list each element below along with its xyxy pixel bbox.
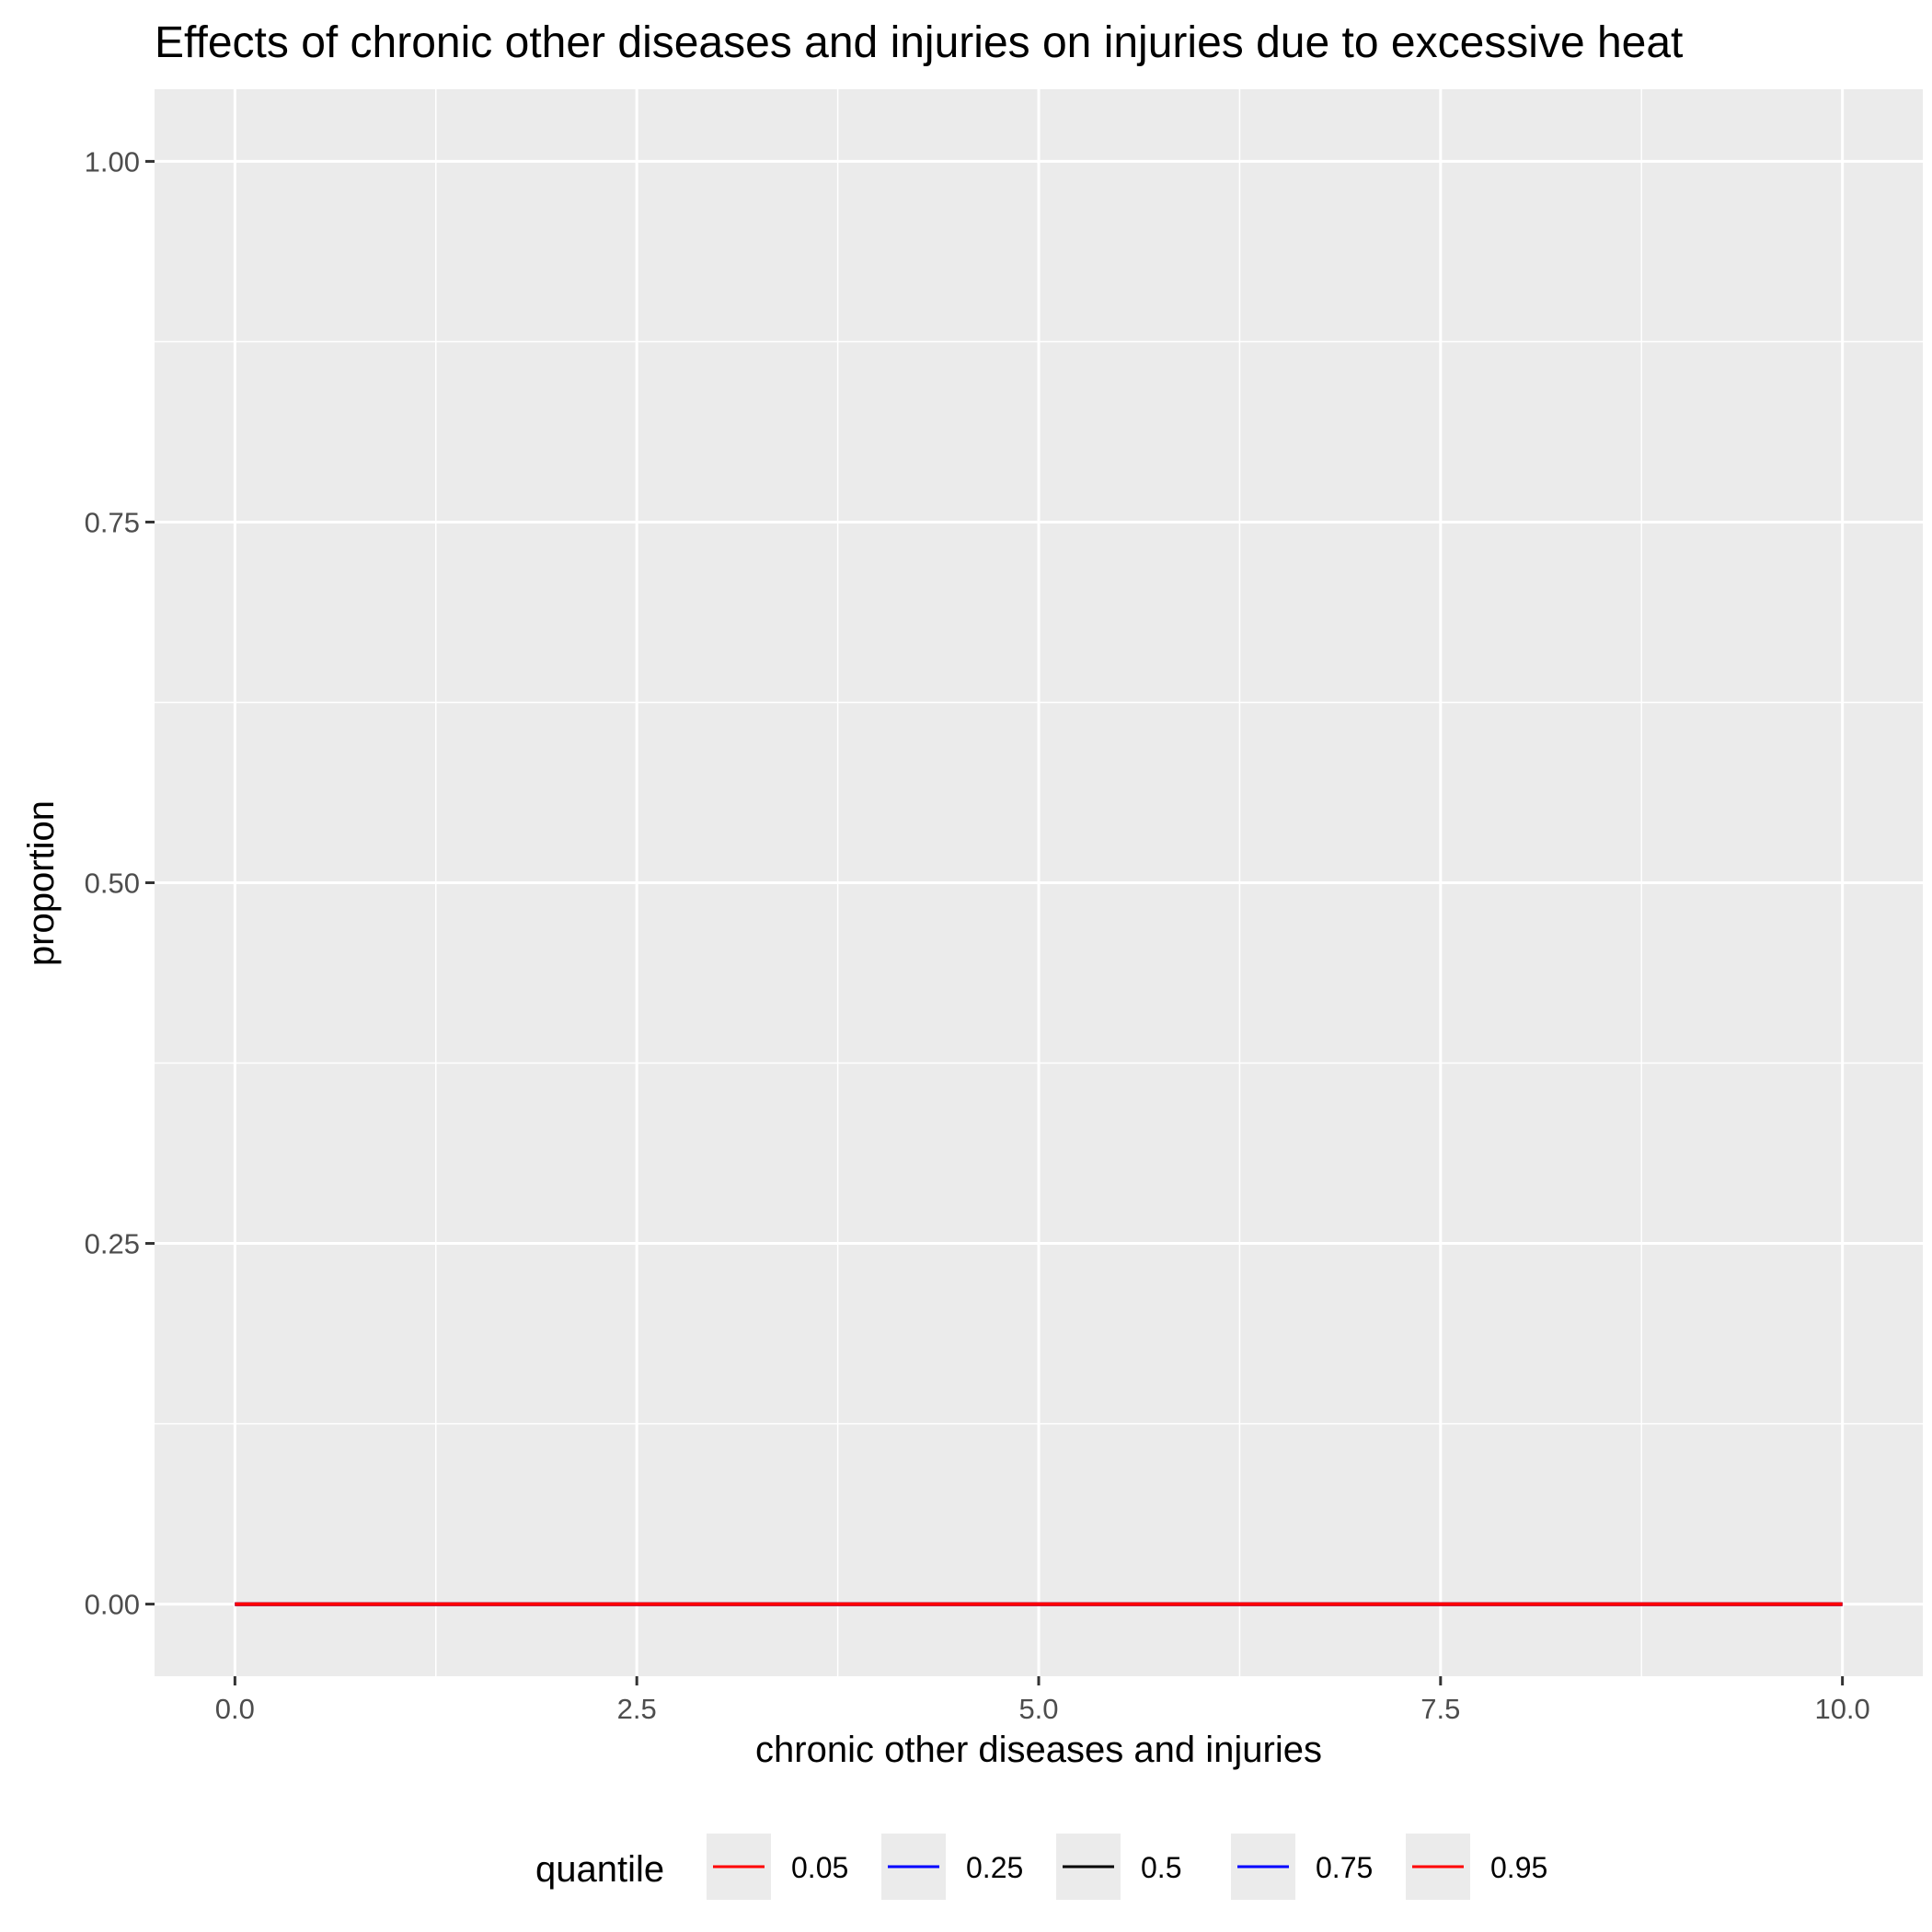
y-axis-title: proportion: [21, 800, 62, 966]
x-tick-label: 7.5: [1420, 1693, 1460, 1725]
y-tick-label: 0.75: [85, 506, 140, 538]
legend-label: 0.95: [1490, 1851, 1547, 1884]
legend-label: 0.75: [1316, 1851, 1373, 1884]
y-tick-label: 1.00: [85, 145, 140, 178]
legend-label: 0.25: [966, 1851, 1023, 1884]
chart-title: Effects of chronic other diseases and in…: [155, 18, 1683, 67]
y-axis: 0.00 0.25 0.50 0.75 1.00: [85, 145, 155, 1621]
legend-item: 0.25: [881, 1834, 1023, 1900]
y-tick-label: 0.00: [85, 1589, 140, 1621]
x-axis: 0.0 2.5 5.0 7.5 10.0: [215, 1676, 1870, 1725]
legend-title: quantile: [535, 1849, 664, 1890]
x-tick-label: 10.0: [1814, 1693, 1869, 1725]
x-tick-label: 0.0: [215, 1693, 255, 1725]
legend-label: 0.5: [1141, 1851, 1181, 1884]
legend-items: 0.05 0.25 0.5 0.75 0.95: [707, 1834, 1547, 1900]
legend-item: 0.05: [707, 1834, 848, 1900]
x-axis-title: chronic other diseases and injuries: [755, 1730, 1322, 1770]
y-tick-label: 0.50: [85, 868, 140, 900]
x-tick-label: 2.5: [617, 1693, 657, 1725]
legend-item: 0.95: [1406, 1834, 1547, 1900]
legend-item: 0.75: [1231, 1834, 1373, 1900]
x-tick-label: 5.0: [1018, 1693, 1058, 1725]
y-tick-label: 0.25: [85, 1228, 140, 1260]
legend: quantile 0.05 0.25 0.5 0.75 0.95: [535, 1834, 1547, 1900]
legend-label: 0.05: [791, 1851, 848, 1884]
legend-item: 0.5: [1056, 1834, 1181, 1900]
